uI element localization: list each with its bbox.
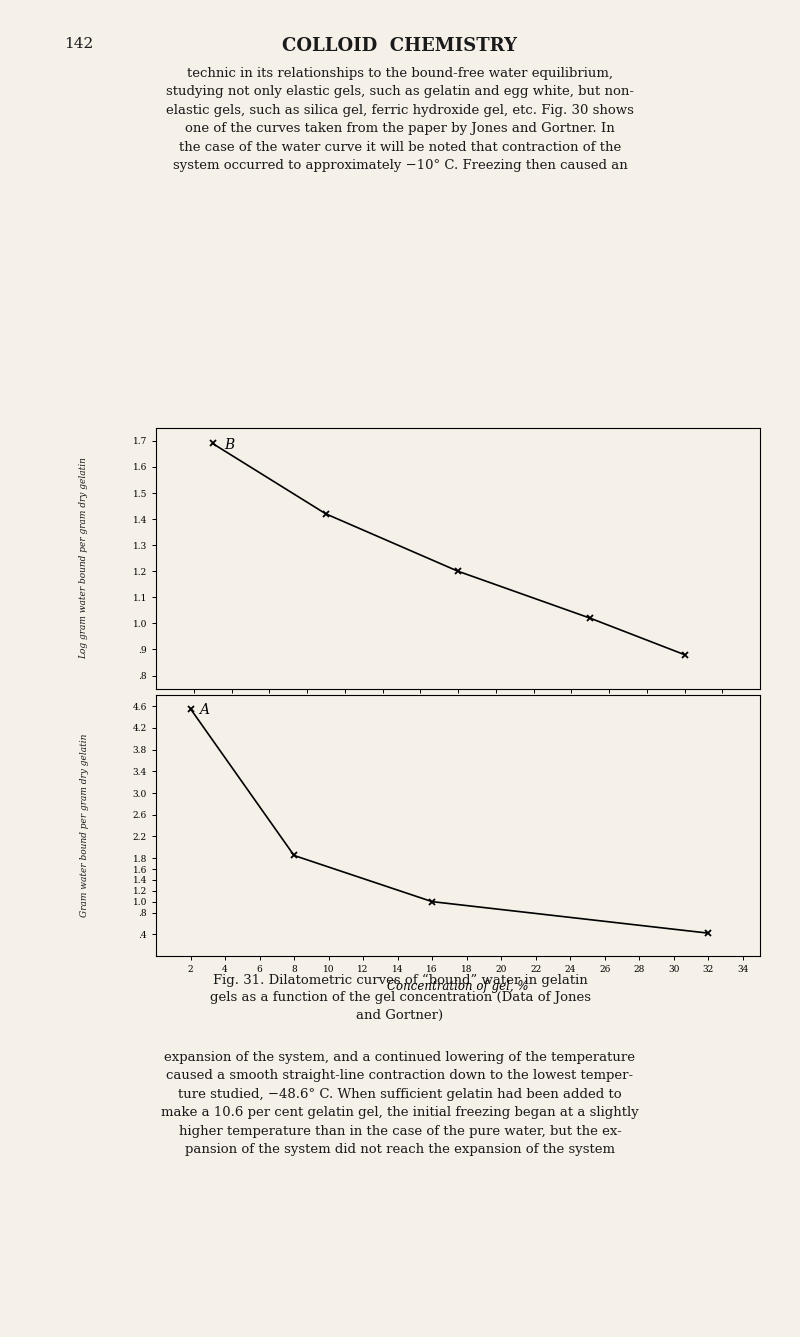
Text: Log gram water bound per gram dry gelatin: Log gram water bound per gram dry gelati… bbox=[79, 457, 89, 659]
Text: Gram water bound per gram dry gelatin: Gram water bound per gram dry gelatin bbox=[79, 734, 89, 917]
Text: technic in its relationships to the bound-free water equilibrium,
studying not o: technic in its relationships to the boun… bbox=[166, 67, 634, 172]
Text: 142: 142 bbox=[64, 37, 94, 51]
Text: expansion of the system, and a continued lowering of the temperature
caused a sm: expansion of the system, and a continued… bbox=[161, 1051, 639, 1157]
Text: A: A bbox=[199, 703, 209, 717]
X-axis label: Log. Conc.: Log. Conc. bbox=[426, 713, 490, 725]
Text: B: B bbox=[224, 437, 234, 452]
Text: COLLOID  CHEMISTRY: COLLOID CHEMISTRY bbox=[282, 37, 518, 55]
Text: Fig. 31. Dilatometric curves of “bound” water in gelatin
gels as a function of t: Fig. 31. Dilatometric curves of “bound” … bbox=[210, 973, 590, 1021]
X-axis label: Concentration of gel, %: Concentration of gel, % bbox=[387, 980, 529, 992]
